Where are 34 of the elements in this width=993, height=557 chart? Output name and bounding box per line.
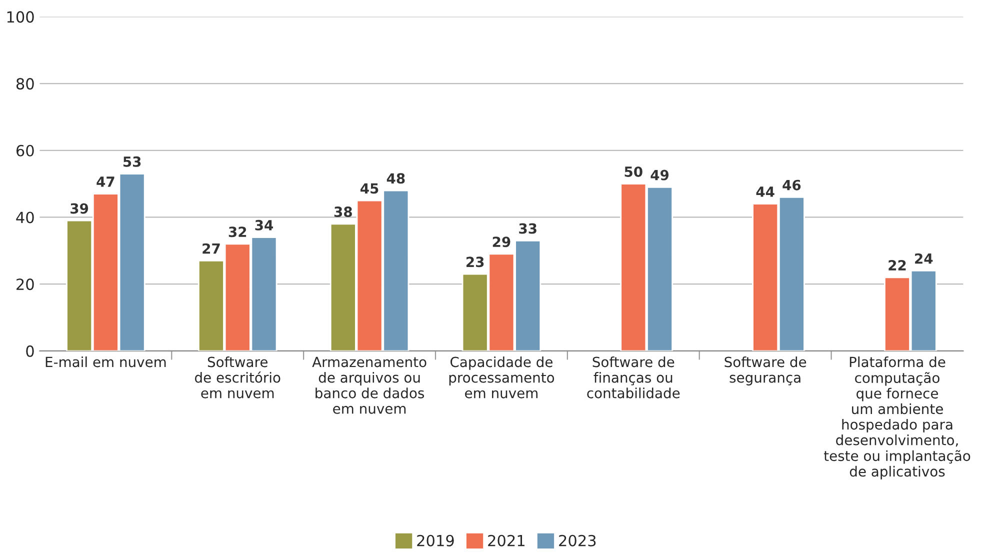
x-tick-label: Plataforma de computação que fornece um ambiente hospedado para desenvolvimento, teste ou implantação de aplicativos	[824, 356, 970, 480]
x-tick-label: Software de finanças ou contabilidade	[587, 356, 680, 398]
data-label: 44	[756, 186, 774, 197]
y-tick-label: 60	[16, 144, 34, 156]
x-tick-label: Software de segurança	[724, 356, 806, 386]
x-tick-label: Capacidade de processamento em nuvem	[449, 356, 554, 398]
legend-label: 2021	[488, 534, 524, 546]
data-label: 47	[96, 176, 114, 187]
data-label: 38	[334, 206, 352, 218]
data-label: 24	[915, 253, 933, 264]
x-tick-label: Armazenamento de arquivos ou banco de dados em nuvem	[312, 356, 426, 414]
data-label: 29	[492, 236, 510, 248]
y-tick-label: 20	[16, 278, 34, 290]
y-tick-label: 40	[16, 212, 34, 224]
data-label: 45	[360, 183, 378, 194]
data-label: 48	[386, 173, 405, 184]
y-tick-label: 0	[26, 345, 34, 357]
x-tick-label: E-mail em nuvem	[46, 356, 166, 368]
y-tick-label: 80	[16, 78, 34, 90]
data-label: 33	[519, 223, 536, 234]
x-tick-label: Software de escritório em nuvem	[194, 356, 280, 398]
data-label: 50	[624, 166, 642, 177]
data-label: 27	[202, 243, 220, 254]
data-label: 34	[255, 220, 274, 230]
data-label: 22	[888, 260, 906, 270]
data-label: 32	[228, 226, 246, 238]
data-label: 46	[782, 180, 801, 190]
data-label: 53	[123, 156, 141, 167]
legend-label: 2023	[559, 534, 596, 546]
legend-label: 2019	[417, 534, 454, 546]
data-label: 39	[70, 203, 88, 214]
data-label: 49	[650, 170, 669, 180]
data-label: 23	[466, 256, 484, 268]
y-tick-label: 100	[7, 11, 34, 23]
